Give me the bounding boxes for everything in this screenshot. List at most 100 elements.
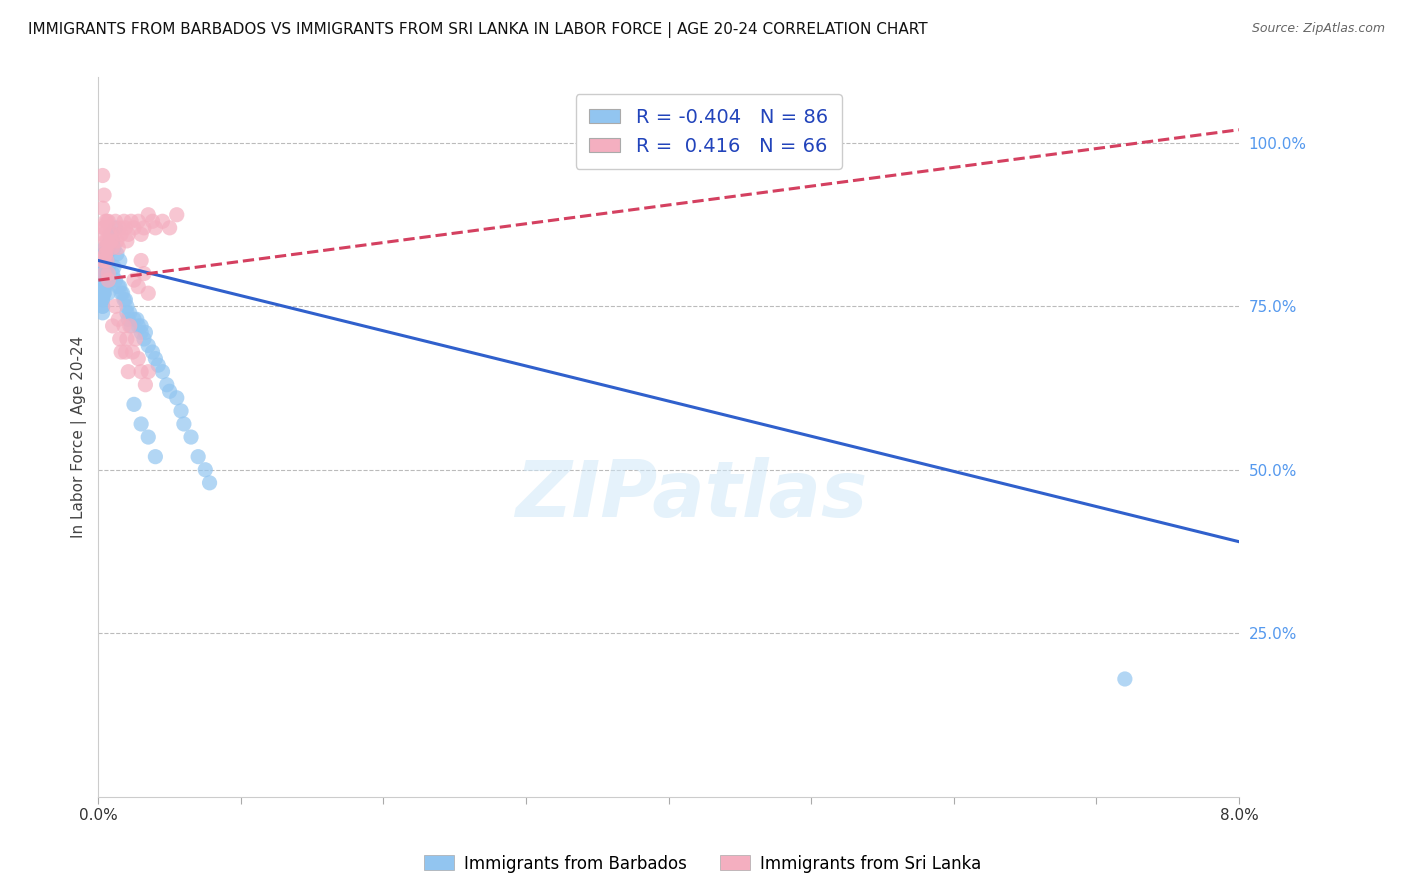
Point (96, 273, 118, 287)
Point (115, 332, 138, 346)
Point (145, 351, 167, 366)
Point (97, 240, 120, 254)
Point (115, 306, 138, 320)
Point (94, 240, 117, 254)
Point (91, 279, 114, 293)
Point (194, 463, 217, 477)
Point (93, 188, 115, 202)
Point (120, 318, 142, 333)
Point (96, 214, 118, 228)
Point (97, 260, 120, 274)
Point (115, 299, 138, 313)
Point (93, 286, 115, 301)
Point (94, 279, 117, 293)
Point (91, 293, 114, 307)
Point (121, 345, 143, 359)
Point (141, 345, 163, 359)
Point (94, 214, 117, 228)
Point (107, 240, 129, 254)
Point (91, 169, 114, 183)
Point (91, 293, 114, 307)
Point (124, 332, 146, 346)
Point (93, 220, 115, 235)
Point (105, 247, 128, 261)
Point (145, 450, 167, 464)
Point (111, 286, 134, 301)
Point (104, 214, 127, 228)
Point (112, 293, 135, 307)
Point (115, 234, 138, 248)
Point (112, 318, 135, 333)
Point (108, 279, 131, 293)
Point (97, 273, 120, 287)
Legend: Immigrants from Barbados, Immigrants from Sri Lanka: Immigrants from Barbados, Immigrants fro… (418, 848, 988, 880)
Point (96, 267, 118, 281)
Point (129, 227, 152, 242)
Point (91, 227, 114, 242)
Point (100, 227, 122, 242)
Point (127, 279, 149, 293)
Point (108, 253, 131, 268)
Point (96, 247, 118, 261)
Point (129, 417, 152, 431)
Point (97, 286, 120, 301)
Point (173, 417, 195, 431)
Point (104, 273, 127, 287)
Point (180, 430, 202, 444)
Point (152, 214, 174, 228)
Point (107, 279, 129, 293)
Point (120, 214, 142, 228)
Point (96, 253, 118, 268)
Point (93, 247, 115, 261)
Point (110, 286, 132, 301)
Point (1114, 672, 1136, 686)
Point (94, 267, 117, 281)
Point (100, 234, 122, 248)
Point (97, 214, 120, 228)
Point (122, 397, 145, 411)
Point (93, 267, 115, 281)
Point (110, 345, 132, 359)
Point (141, 214, 163, 228)
Point (93, 253, 115, 268)
Point (101, 240, 124, 254)
Point (93, 253, 115, 268)
Point (96, 253, 118, 268)
Point (118, 306, 141, 320)
Point (134, 326, 156, 340)
Point (117, 312, 139, 326)
Point (170, 404, 193, 418)
Point (91, 286, 114, 301)
Point (103, 260, 125, 274)
Point (104, 299, 127, 313)
Point (108, 332, 131, 346)
Y-axis label: In Labor Force | Age 20-24: In Labor Force | Age 20-24 (72, 336, 87, 538)
Point (101, 318, 124, 333)
Point (94, 267, 117, 281)
Point (96, 234, 118, 248)
Point (103, 240, 125, 254)
Point (94, 260, 117, 274)
Point (91, 201, 114, 215)
Point (198, 475, 221, 490)
Point (98, 234, 121, 248)
Point (91, 253, 114, 268)
Point (96, 253, 118, 268)
Point (129, 365, 152, 379)
Point (132, 332, 155, 346)
Point (122, 312, 145, 326)
Point (96, 240, 118, 254)
Point (97, 240, 120, 254)
Point (93, 273, 115, 287)
Point (127, 351, 149, 366)
Point (136, 208, 159, 222)
Point (114, 220, 136, 235)
Point (136, 365, 159, 379)
Point (122, 273, 145, 287)
Point (117, 227, 139, 242)
Point (110, 227, 132, 242)
Point (94, 267, 117, 281)
Point (122, 220, 145, 235)
Point (93, 279, 115, 293)
Point (97, 267, 120, 281)
